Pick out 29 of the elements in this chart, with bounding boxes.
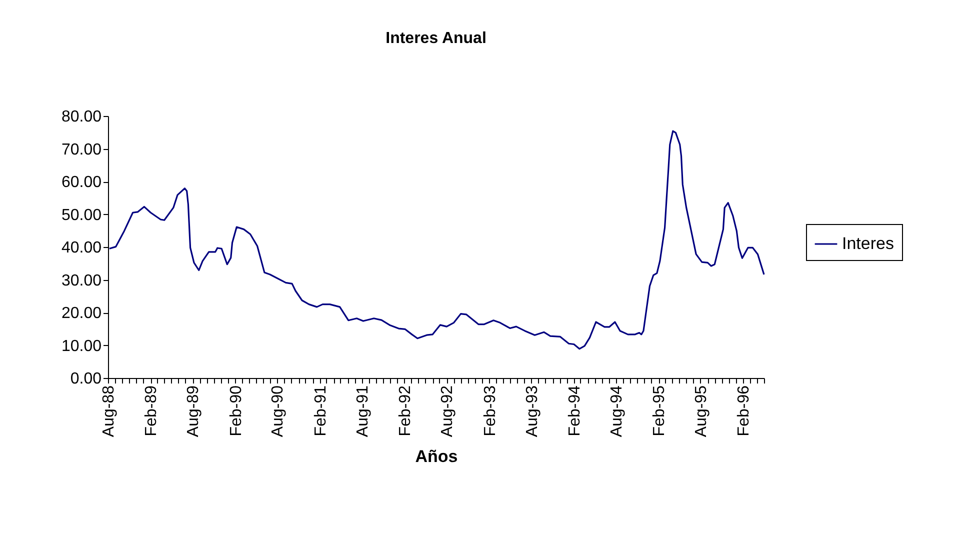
x-tick-label: Feb-91 — [312, 385, 330, 436]
x-tick-label: Aug-92 — [439, 385, 456, 438]
x-tick-label: Feb-93 — [482, 385, 499, 436]
x-tick-label: Aug-95 — [692, 385, 710, 438]
x-axis-title: Años — [415, 447, 458, 466]
y-tick-label: 0.00 — [70, 370, 102, 388]
y-tick-label: 80.00 — [61, 108, 102, 126]
x-tick-label: Aug-90 — [270, 385, 287, 438]
x-tick-label: Feb-92 — [396, 385, 414, 436]
x-tick-label: Aug-88 — [100, 385, 118, 438]
line-series — [108, 130, 765, 350]
x-tick-label: Feb-94 — [566, 385, 584, 436]
chart-title: Interes Anual — [386, 30, 486, 47]
x-tick-label: Feb-95 — [651, 385, 668, 436]
x-tick-label: Aug-89 — [185, 385, 202, 438]
x-tick-label: Feb-89 — [143, 385, 160, 436]
y-tick-label: 60.00 — [61, 174, 102, 191]
legend-label: Interes — [842, 234, 894, 253]
y-tick-label: 20.00 — [61, 305, 102, 322]
y-tick-label: 10.00 — [61, 338, 102, 355]
x-tick-label: Aug-93 — [524, 385, 541, 438]
y-tick-label: 50.00 — [61, 206, 102, 224]
x-tick-label: Aug-91 — [354, 385, 372, 438]
x-tick-label: Feb-90 — [228, 385, 245, 436]
y-tick-label: 70.00 — [61, 141, 102, 158]
y-tick-label: 30.00 — [61, 272, 102, 290]
x-tick-label: Aug-94 — [608, 385, 626, 438]
y-tick-label: 40.00 — [61, 240, 102, 256]
x-tick-label: Feb-96 — [736, 385, 753, 436]
